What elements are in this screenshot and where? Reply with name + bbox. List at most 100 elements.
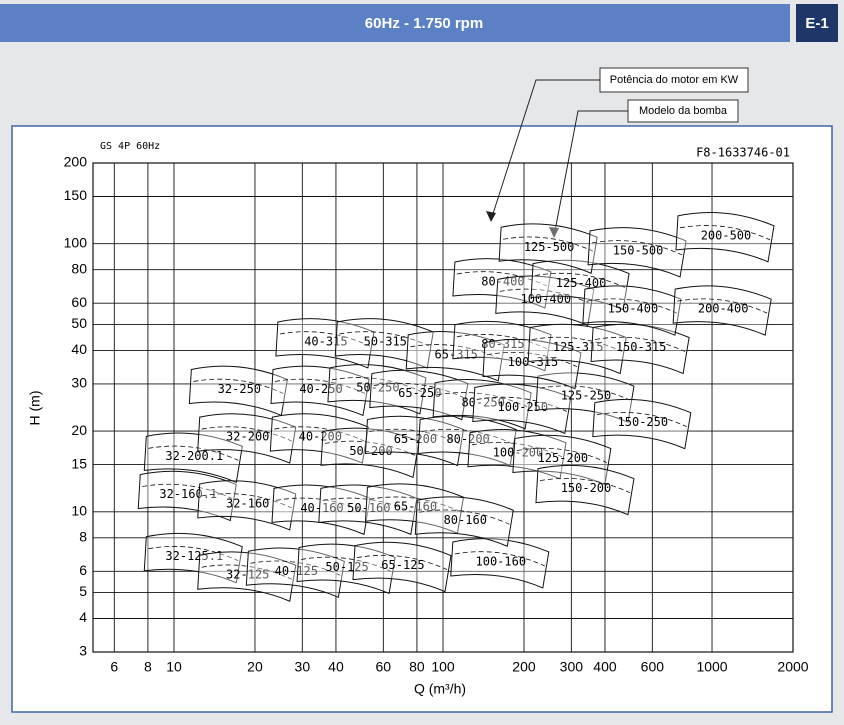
efficiency-curve [499, 288, 590, 304]
pump-model: 65-250 [398, 386, 441, 400]
pump-model: 32-160 [226, 496, 269, 510]
y-tick-label: 100 [64, 234, 88, 250]
pump-model: 32-200.1 [165, 449, 223, 463]
efficiency-curve [193, 378, 284, 394]
pump-envelope [535, 464, 635, 516]
pump-model: 125-400 [556, 276, 607, 290]
x-tick-label: 30 [295, 659, 311, 675]
efficiency-curve [250, 560, 341, 576]
pump-envelope [188, 365, 288, 417]
callout-arrow [553, 110, 628, 237]
efficiency-curve [369, 428, 460, 444]
efficiency-curve [503, 236, 594, 252]
efficiency-curve [422, 428, 513, 444]
efficiency-curve [437, 392, 528, 408]
efficiency-curve [486, 351, 578, 368]
y-tick-label: 3 [79, 643, 87, 659]
pump-model: 80-250 [461, 395, 504, 409]
y-tick-label: 15 [71, 455, 87, 471]
pump-envelope [472, 383, 572, 435]
x-tick-label: 300 [560, 659, 584, 675]
x-tick-label: 60 [376, 659, 392, 675]
pump-envelope [275, 318, 375, 369]
efficiency-curve [410, 344, 501, 360]
pump-model: 32-250 [218, 382, 261, 396]
callout-arrow [490, 79, 600, 221]
efficiency-curve [274, 426, 365, 442]
efficiency-curve [356, 554, 448, 570]
efficiency-curve [454, 551, 545, 567]
efficiency-curve [201, 564, 292, 580]
y-tick-label: 50 [71, 315, 87, 331]
y-tick-label: 20 [71, 422, 87, 438]
pump-model: 150-315 [616, 340, 667, 354]
pump-model: 100-160 [476, 554, 527, 568]
pump-envelope [675, 212, 775, 263]
plot: 6 8 10 20 30 40 60 80 100 200 300 400 600 1000 2000 3 4 5… [64, 154, 809, 675]
pump-model: 32-125 [226, 568, 269, 582]
pump-envelope [590, 323, 690, 375]
pump-envelope [495, 275, 595, 327]
efficiency-curve [324, 440, 416, 456]
pump-model: 65-125 [381, 558, 424, 572]
pump-model: 150-400 [608, 302, 659, 316]
efficiency-curve [201, 426, 292, 442]
efficiency-curve [201, 493, 292, 509]
efficiency-curve [516, 447, 608, 463]
pump-envelope [512, 434, 612, 486]
y-axis-label: H (m) [27, 391, 43, 426]
x-tick-label: 8 [144, 659, 152, 675]
pump-model: 80-315 [481, 337, 524, 351]
pump-envelope [587, 227, 687, 278]
efficiency-curve [476, 396, 567, 412]
efficiency-curve [534, 272, 626, 288]
y-tick-label: 200 [64, 154, 88, 170]
x-tick-label: 1000 [696, 659, 727, 675]
pump-envelope [452, 258, 552, 309]
pump-envelope [530, 259, 630, 311]
efficiency-curve [339, 331, 430, 347]
header-title: 60Hz - 1.750 rpm [365, 15, 483, 32]
pump-model: 80-200 [446, 432, 489, 446]
pump-model: 40-125 [275, 564, 318, 578]
arrow-head [549, 227, 559, 238]
x-tick-label: 20 [247, 659, 263, 675]
pump-envelope [592, 398, 692, 450]
efficiency-curve [532, 336, 623, 352]
efficiency-curve [595, 336, 686, 352]
callout-text: Potência do motor em KW [610, 74, 739, 86]
efficiency-curve [471, 442, 563, 458]
page-number: E-1 [805, 15, 828, 32]
x-axis-label: Q (m³/h) [414, 681, 466, 697]
pump-model: 125-250 [561, 389, 612, 403]
pump-envelope [296, 543, 396, 595]
x-tick-label: 2000 [777, 659, 808, 675]
pump-model: 50-200 [349, 444, 392, 458]
pump-model: 65-160 [394, 500, 437, 514]
pump-model: 40-160 [300, 501, 343, 515]
x-tick-label: 100 [431, 659, 455, 675]
pump-envelope [672, 285, 772, 336]
y-tick-label: 8 [79, 528, 87, 544]
pump-model: 125-200 [538, 451, 589, 465]
x-tick-label: 40 [328, 659, 344, 675]
y-tick-label: 5 [79, 583, 87, 599]
efficiency-curve [456, 271, 548, 287]
pump-envelope [137, 470, 237, 522]
pump-model: 200-500 [701, 228, 752, 242]
pump-envelope [143, 532, 243, 584]
efficiency-curve [331, 377, 423, 393]
pump-envelope [245, 547, 345, 599]
efficiency-curve [148, 445, 239, 461]
pump-envelope [452, 320, 552, 372]
page-badge [796, 4, 838, 42]
efficiency-curve [279, 331, 371, 347]
pump-model: 100-400 [520, 292, 571, 306]
efficiency-curve [275, 497, 367, 513]
efficiency-curve [419, 509, 510, 525]
efficiency-curve [369, 496, 460, 512]
corner-label: GS 4P 60Hz [100, 141, 160, 152]
pump-envelope [318, 484, 418, 536]
efficiency-curve [322, 497, 413, 513]
